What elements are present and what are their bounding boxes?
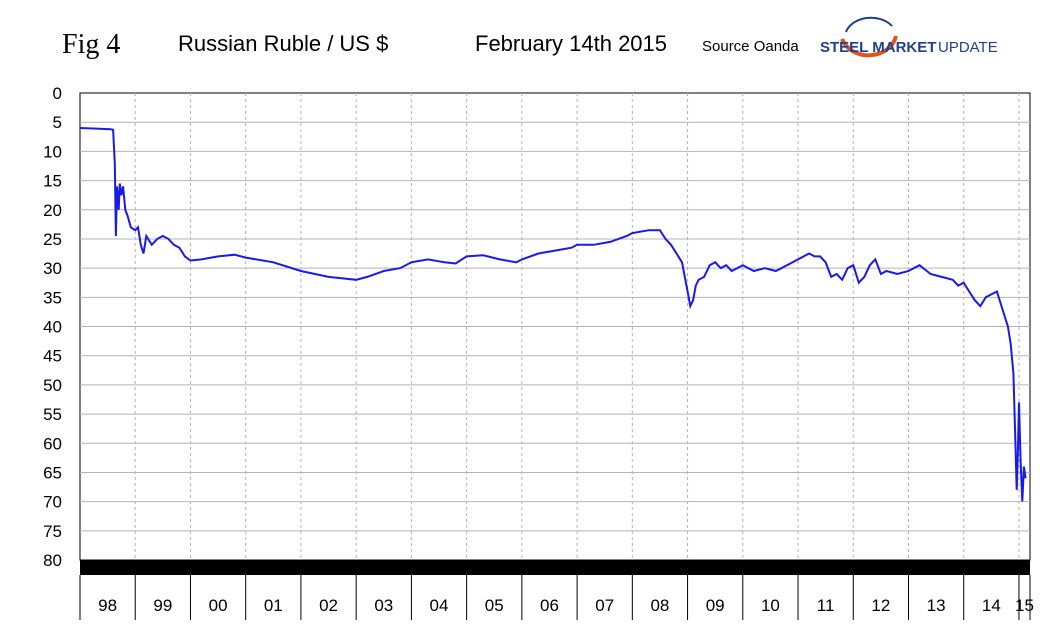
y-tick-label: 30 [43, 259, 62, 278]
logo-sub-text: UPDATE [938, 39, 998, 56]
x-tick-label: 02 [319, 596, 338, 615]
y-tick-label: 35 [43, 288, 62, 307]
x-tick-label: 08 [650, 596, 669, 615]
x-axis-band [80, 560, 1030, 575]
x-tick-label: 15 [1015, 596, 1034, 615]
y-tick-label: 45 [43, 347, 62, 366]
chart-source: Source Oanda [702, 38, 799, 55]
x-tick-label: 03 [374, 596, 393, 615]
y-tick-label: 55 [43, 405, 62, 424]
x-tick-label: 05 [485, 596, 504, 615]
y-tick-label: 15 [43, 172, 62, 191]
y-tick-label: 10 [43, 142, 62, 161]
y-tick-label: 50 [43, 376, 62, 395]
series-line-ruble-usd [79, 127, 1027, 502]
x-tick-label: 09 [706, 596, 725, 615]
x-axis-categories: 98 99 00 01 02 03 04 05 06 07 08 09 10 11 12 13 14 15 [79, 575, 1034, 620]
chart-date: February 14th 2015 [475, 31, 667, 56]
figure-label: Fig 4 [62, 29, 120, 60]
x-tick-label: 07 [595, 596, 614, 615]
logo-swoosh-icon [840, 35, 898, 58]
y-tick-label: 40 [43, 318, 62, 337]
y-tick-label: 0 [53, 84, 62, 103]
steel-market-update-logo: STEEL MARKET UPDATE [820, 16, 998, 58]
x-tick-label: 10 [761, 596, 780, 615]
y-axis-ticks: 0 5 10 15 20 25 30 35 40 45 50 55 60 65 70 75 80 [43, 84, 62, 570]
horizontal-gridlines [80, 121, 1030, 532]
y-tick-label: 5 [53, 113, 62, 132]
y-tick-label: 75 [43, 522, 62, 541]
x-tick-label: 11 [817, 596, 835, 615]
x-tick-label: 12 [871, 596, 890, 615]
y-tick-label: 20 [43, 201, 62, 220]
chart-title: Russian Ruble / US $ [178, 31, 388, 56]
x-tick-label: 98 [98, 596, 117, 615]
x-tick-label: 04 [430, 596, 449, 615]
y-tick-label: 80 [43, 551, 62, 570]
y-tick-label: 70 [43, 493, 62, 512]
y-tick-label: 25 [43, 230, 62, 249]
x-tick-label: 06 [540, 596, 559, 615]
y-tick-label: 60 [43, 434, 62, 453]
y-tick-label: 65 [43, 463, 62, 482]
x-tick-label: 13 [927, 596, 946, 615]
x-tick-label: 01 [264, 596, 283, 615]
logo-swoosh-top-icon [845, 16, 893, 33]
x-tick-label: 99 [153, 596, 172, 615]
logo-main-text: STEEL MARKET [820, 39, 936, 56]
x-tick-label: 14 [982, 596, 1001, 615]
x-tick-label: 00 [209, 596, 228, 615]
